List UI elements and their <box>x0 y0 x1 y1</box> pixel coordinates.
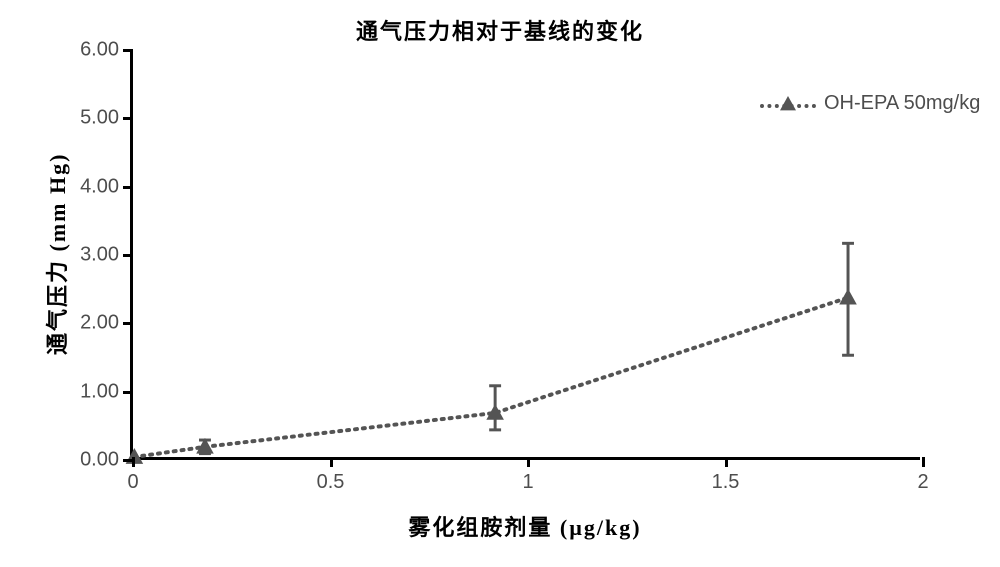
x-tick <box>132 457 135 467</box>
y-tick <box>123 254 133 257</box>
x-tick-label: 0.5 <box>317 471 345 494</box>
legend-marker-icon <box>779 95 797 113</box>
legend-sample <box>760 95 816 113</box>
legend-label: OH-EPA 50mg/kg <box>824 92 980 115</box>
x-tick <box>527 457 530 467</box>
x-tick-label: 1.5 <box>712 471 740 494</box>
y-tick-label: 1.00 <box>80 380 119 403</box>
x-axis-title: 雾化组胺剂量 (µg/kg) <box>408 510 641 542</box>
x-tick-label: 0 <box>127 471 138 494</box>
y-axis-title: 通气压力 (mm Hg) <box>40 153 72 355</box>
legend: OH-EPA 50mg/kg <box>760 92 980 115</box>
y-tick-label: 0.00 <box>80 449 119 472</box>
chart-container: 通气压力相对于基线的变化 0.00 1.00 2.00 3.00 4.00 5.00 6.0… <box>0 0 1000 567</box>
chart-title: 通气压力相对于基线的变化 <box>0 14 1000 46</box>
y-tick <box>123 391 133 394</box>
data-point-marker <box>840 290 856 304</box>
y-tick-label: 4.00 <box>80 175 119 198</box>
y-tick <box>123 49 133 52</box>
x-tick <box>725 457 728 467</box>
y-tick-label: 2.00 <box>80 312 119 335</box>
x-tick-label: 1 <box>522 471 533 494</box>
y-tick <box>123 322 133 325</box>
y-tick <box>123 117 133 120</box>
y-tick-label: 5.00 <box>80 107 119 130</box>
x-tick <box>922 457 925 467</box>
y-tick-label: 6.00 <box>80 39 119 62</box>
y-tick <box>123 186 133 189</box>
series-line <box>134 298 848 457</box>
y-tick-label: 3.00 <box>80 244 119 267</box>
x-tick <box>330 457 333 467</box>
x-tick-label: 2 <box>917 471 928 494</box>
